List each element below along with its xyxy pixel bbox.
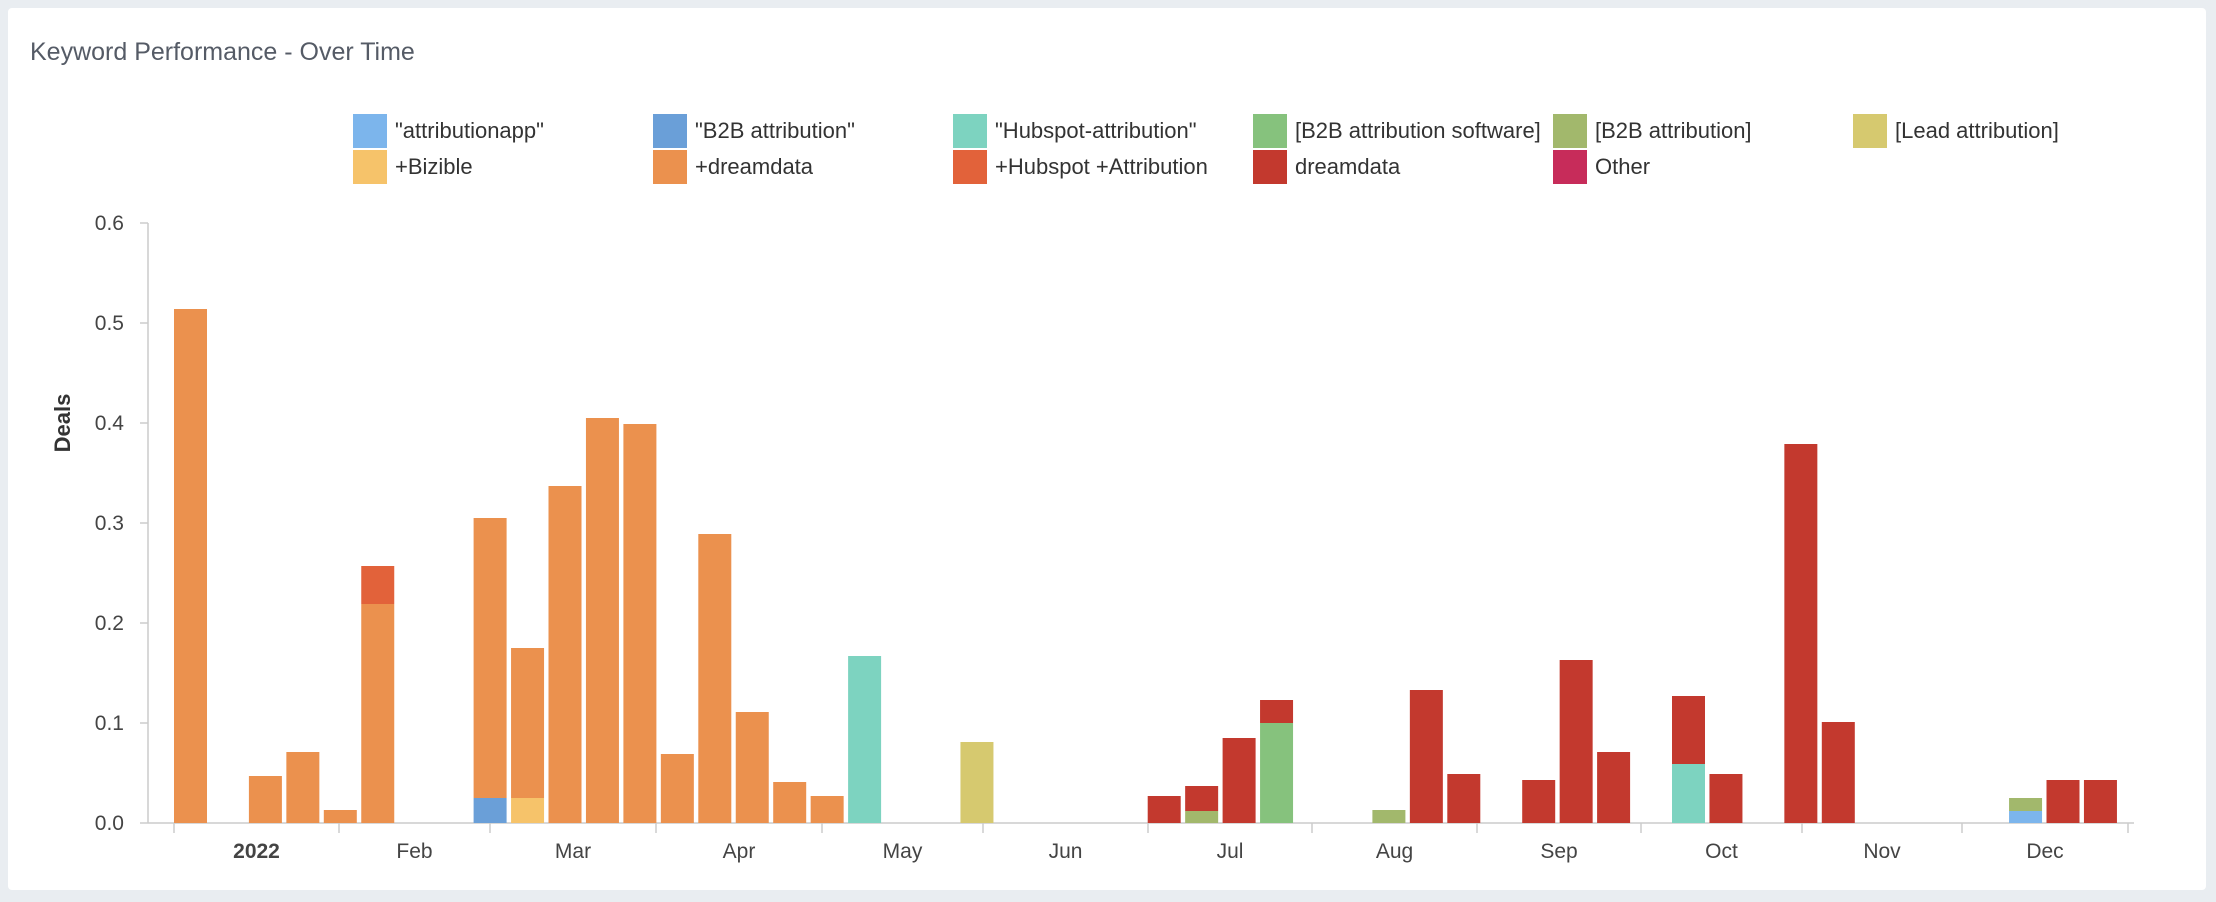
legend-swatch: [353, 114, 387, 148]
legend-label: "B2B attribution": [695, 118, 855, 143]
bar-segment: [585, 418, 619, 823]
bar-segment: [2009, 798, 2043, 811]
legend-label: "attributionapp": [395, 118, 544, 143]
x-tick-label: 2022: [233, 840, 280, 863]
bar-segment: [1409, 690, 1443, 823]
bar-segment: [511, 798, 545, 823]
y-tick-label: 0.2: [95, 612, 124, 635]
legend-label: +Hubspot +Attribution: [995, 154, 1208, 179]
bar-segment: [735, 712, 769, 823]
bar-segment: [286, 752, 320, 823]
bar-segment: [2046, 780, 2080, 823]
bar-segment: [1784, 444, 1818, 823]
bar-segment: [1222, 738, 1256, 823]
bar-segment: [1672, 764, 1705, 823]
legend-swatch: [653, 150, 687, 184]
legend-swatch: [1253, 114, 1287, 148]
legend-label: [B2B attribution software]: [1295, 118, 1541, 143]
legend-item[interactable]: [B2B attribution software]: [1253, 114, 1541, 148]
x-tick-label: May: [883, 840, 923, 863]
x-tick-label: Sep: [1540, 840, 1577, 863]
bar-segment: [1709, 774, 1743, 823]
bar-segment: [1372, 810, 1406, 823]
x-tick-label: Aug: [1376, 840, 1413, 863]
y-tick-label: 0.5: [95, 312, 124, 335]
legend-item[interactable]: +Bizible: [353, 150, 473, 184]
bar-segment: [1260, 723, 1294, 823]
bar-segment: [1260, 700, 1294, 723]
bar-segment: [1447, 774, 1481, 823]
legend-label: dreamdata: [1295, 154, 1401, 179]
y-tick-label: 0.0: [95, 812, 124, 835]
legend-swatch: [953, 114, 987, 148]
bar-segment: [1597, 752, 1631, 823]
bar-segment: [473, 798, 507, 823]
x-tick-label: Feb: [396, 840, 432, 863]
x-tick-label: Jun: [1049, 840, 1083, 863]
bar-segment: [361, 566, 395, 604]
legend-swatch: [953, 150, 987, 184]
y-tick-label: 0.6: [95, 212, 124, 235]
legend-item[interactable]: +Hubspot +Attribution: [953, 150, 1208, 184]
legend-item[interactable]: "Hubspot-attribution": [953, 114, 1197, 148]
bar-segment: [698, 534, 732, 823]
bar-segment: [174, 309, 207, 823]
legend-item[interactable]: "attributionapp": [353, 114, 544, 148]
legend-label: [B2B attribution]: [1595, 118, 1752, 143]
legend-swatch: [1553, 114, 1587, 148]
bar-segment: [848, 656, 882, 823]
legend-item[interactable]: [B2B attribution]: [1553, 114, 1752, 148]
x-tick-label: Mar: [555, 840, 591, 863]
bar-segment: [773, 782, 807, 823]
bar-segment: [511, 648, 545, 798]
legend-swatch: [653, 114, 687, 148]
bar-segment: [660, 754, 694, 823]
y-axis-title: Deals: [50, 394, 75, 453]
legend-label: +Bizible: [395, 154, 473, 179]
legend-item[interactable]: dreamdata: [1253, 150, 1400, 184]
bar-segment: [1185, 811, 1219, 823]
bar-segment: [1559, 660, 1593, 823]
y-tick-label: 0.4: [95, 412, 125, 435]
legend-item[interactable]: +dreamdata: [653, 150, 813, 184]
legend-label: +dreamdata: [695, 154, 814, 179]
legend-label: [Lead attribution]: [1895, 118, 2059, 143]
legend-swatch: [1553, 150, 1587, 184]
bar-segment: [1522, 780, 1556, 823]
legend-item[interactable]: "B2B attribution": [653, 114, 855, 148]
x-tick-label: Nov: [1863, 840, 1901, 863]
x-tick-label: Jul: [1217, 840, 1244, 863]
bar-segment: [810, 796, 844, 823]
bar-segment: [1147, 796, 1181, 823]
bar-segment: [361, 604, 395, 823]
bar-segment: [1821, 722, 1855, 823]
y-tick-label: 0.1: [95, 712, 124, 735]
bar-segment: [960, 742, 994, 823]
legend-swatch: [1253, 150, 1287, 184]
bar-segment: [1185, 786, 1219, 811]
bar-segment: [473, 518, 507, 798]
legend-label: Other: [1595, 154, 1651, 179]
legend-swatch: [1853, 114, 1887, 148]
legend-item[interactable]: [Lead attribution]: [1853, 114, 2059, 148]
y-tick-label: 0.3: [95, 512, 124, 535]
x-tick-label: Dec: [2026, 840, 2063, 863]
bar-segment: [623, 424, 657, 823]
chart-title: Keyword Performance - Over Time: [30, 38, 415, 66]
legend-item[interactable]: Other: [1553, 150, 1650, 184]
bar-segment: [2009, 811, 2043, 823]
bar-segment: [2083, 780, 2117, 823]
x-tick-label: Apr: [723, 840, 756, 863]
chart-legend: "attributionapp" "B2B attribution" "Hubspo…: [353, 114, 2203, 194]
legend-label: "Hubspot-attribution": [995, 118, 1197, 143]
bar-segment: [248, 776, 282, 823]
bar-segment: [323, 810, 357, 823]
legend-swatch: [353, 150, 387, 184]
x-tick-label: Oct: [1705, 840, 1738, 863]
bar-segment: [548, 486, 582, 823]
bar-segment: [1672, 696, 1705, 764]
